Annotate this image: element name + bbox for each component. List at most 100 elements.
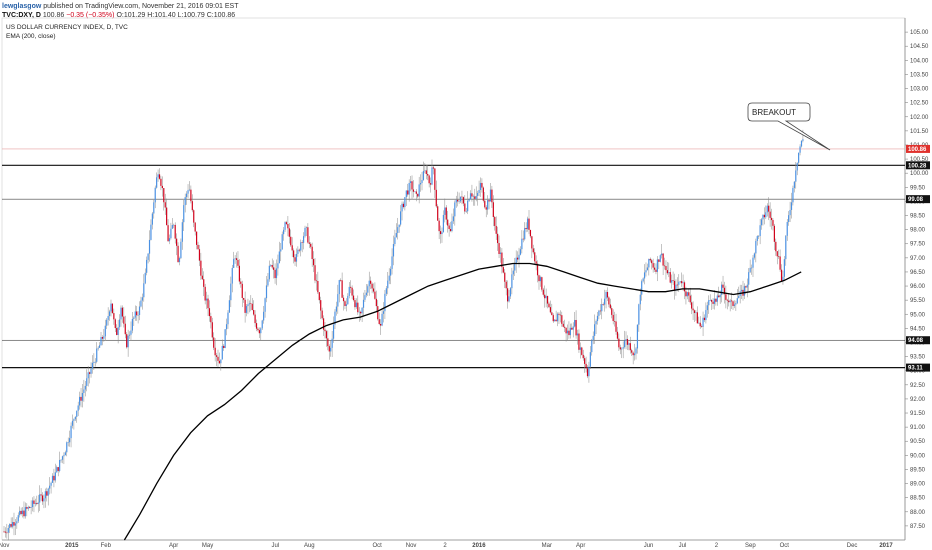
candle-body <box>364 295 366 300</box>
candle-body <box>522 238 524 240</box>
candle-body <box>548 303 550 308</box>
candle-body <box>435 189 437 207</box>
indicator-label: EMA (200, close) <box>6 33 56 40</box>
candle-body <box>702 317 704 327</box>
candle-body <box>402 203 405 208</box>
candle-body <box>464 203 466 212</box>
candle-body <box>487 200 489 210</box>
candle-body <box>378 319 380 325</box>
candle-body <box>265 285 268 299</box>
candle-body <box>705 310 707 321</box>
candle-body <box>534 252 536 262</box>
candle-body <box>260 328 262 334</box>
candle-body <box>592 335 594 341</box>
candle-body <box>281 234 283 250</box>
candle-body <box>689 295 691 303</box>
candle-body <box>666 270 668 274</box>
candle-body <box>579 347 581 350</box>
ohlc-values: O:101.29 H:101.40 L:100.79 C:100.86 <box>116 12 236 19</box>
candle-body <box>258 330 260 334</box>
candle-body <box>241 283 243 298</box>
chart-title: US DOLLAR CURRENCY INDEX, D, TVC <box>6 24 128 31</box>
callout-text: BREAKOUT <box>752 108 796 117</box>
candle-body <box>59 459 61 471</box>
candle-body <box>40 494 42 496</box>
plot-frame <box>1 17 906 541</box>
price-tick-label: 93.50 <box>910 355 926 361</box>
candle-body <box>516 257 519 260</box>
candle-body <box>432 167 435 169</box>
price-tick-label: 104.00 <box>910 58 929 64</box>
author-name[interactable]: lewglasgow <box>2 3 42 10</box>
candle-body <box>556 313 559 322</box>
price-tick-label: 90.50 <box>910 439 926 445</box>
candle-body <box>167 225 169 242</box>
price-tick-label: 91.50 <box>910 411 926 417</box>
candle-body <box>151 213 153 225</box>
candle-body <box>535 261 537 264</box>
candle-body <box>84 385 86 390</box>
candle-body <box>297 249 299 254</box>
candle-body <box>782 276 784 281</box>
price-tick-label: 101.50 <box>910 129 929 135</box>
candle-body <box>302 236 305 243</box>
candle-body <box>641 281 643 295</box>
candle-body <box>205 298 208 301</box>
candle-body <box>104 325 106 337</box>
candle-body <box>723 287 726 295</box>
candle-body <box>251 303 253 311</box>
price-tick-label: 89.00 <box>910 482 926 488</box>
candle-body <box>340 280 342 281</box>
candle-body <box>338 280 340 295</box>
candle-body <box>772 220 774 226</box>
candle-body <box>708 300 710 306</box>
candle-body <box>81 393 84 401</box>
candle-body <box>207 298 209 309</box>
candle-body <box>174 224 176 239</box>
candle-body <box>164 202 166 208</box>
candle-body <box>308 242 310 244</box>
candle-body <box>96 348 98 362</box>
time-tick-label: Jul <box>272 543 280 549</box>
candle-body <box>312 259 315 266</box>
candle-body <box>217 356 219 361</box>
candle-body <box>419 182 422 185</box>
candle-body <box>444 207 446 215</box>
candle-body <box>33 500 35 504</box>
candle-body <box>181 222 183 242</box>
candle-body <box>173 224 175 226</box>
candle-body <box>651 260 653 264</box>
candle-body <box>753 253 756 258</box>
price-tick-label: 92.50 <box>910 383 926 389</box>
time-tick-label: Sep <box>745 543 756 549</box>
candle-body <box>497 233 499 244</box>
candle-body <box>404 197 406 208</box>
candle-body <box>298 249 300 251</box>
candle-body <box>551 312 553 316</box>
candle-body <box>49 485 51 489</box>
breakout-callout[interactable]: BREAKOUT <box>747 102 831 151</box>
candle-body <box>632 352 634 356</box>
candle-body <box>198 249 201 261</box>
candle-body <box>612 314 614 322</box>
candle-body <box>521 238 523 250</box>
candle-body <box>41 495 44 502</box>
candle-body <box>623 340 626 348</box>
price-tick-label: 96.00 <box>910 284 926 290</box>
candle-body <box>528 218 530 230</box>
time-tick-label: 2 <box>443 543 447 549</box>
time-tick-label: Nov <box>0 543 9 549</box>
candle-body <box>422 171 425 180</box>
candle-body <box>760 219 763 226</box>
candle-body <box>86 378 88 386</box>
candle-body <box>529 229 532 237</box>
candle-body <box>778 256 780 257</box>
publish-line: lewglasgow published on TradingView.com,… <box>2 2 238 11</box>
candle-body <box>134 311 136 318</box>
time-tick-label: 2016 <box>472 543 486 549</box>
candle-body <box>437 206 439 221</box>
candle-body <box>341 280 343 298</box>
candle-body <box>482 187 484 201</box>
candle-body <box>659 255 661 262</box>
